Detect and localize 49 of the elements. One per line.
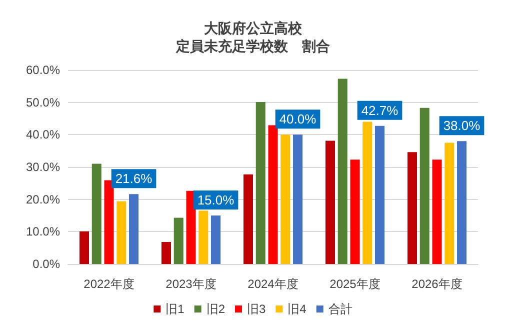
bar — [92, 164, 102, 264]
y-tick-label: 30.0% — [26, 160, 60, 174]
bar — [374, 126, 385, 264]
bar — [420, 108, 430, 264]
y-tick-label: 10.0% — [26, 224, 60, 239]
x-tick-label: 2023年度 — [166, 277, 216, 291]
bar — [186, 190, 196, 264]
bar — [444, 142, 454, 264]
y-tick-label: 50.0% — [26, 95, 60, 110]
bar — [198, 210, 208, 264]
bar — [268, 125, 278, 264]
legend-label: 旧2 — [206, 302, 226, 316]
bar — [325, 140, 336, 264]
bar — [79, 231, 90, 264]
data-label: 15.0% — [197, 192, 235, 208]
bar — [292, 134, 303, 264]
data-label: 21.6% — [115, 171, 153, 186]
y-tick-label: 20.0% — [26, 192, 60, 206]
x-tick-label: 2025年度 — [330, 277, 380, 291]
legend-label: 旧3 — [247, 302, 266, 316]
bar — [243, 174, 254, 264]
legend-label: 旧1 — [166, 302, 185, 316]
x-tick-label: 2026年度 — [412, 277, 462, 291]
bar — [407, 152, 418, 264]
chart-title: 大阪府公立高校 — [204, 20, 303, 36]
legend-label: 旧4 — [288, 302, 307, 316]
y-tick-label: 60.0% — [26, 63, 60, 77]
bar — [280, 134, 290, 264]
bar — [161, 242, 172, 264]
chart-subtitle: 定員未充足学校数 割合 — [175, 38, 330, 54]
x-tick-label: 2024年度 — [248, 277, 298, 291]
bar — [174, 218, 184, 264]
bar — [210, 216, 221, 264]
bar — [256, 102, 266, 264]
bar — [350, 160, 360, 264]
bar — [338, 78, 348, 264]
bar — [432, 160, 442, 264]
legend-label: 合計 — [328, 302, 352, 316]
y-tick-label: 0.0% — [32, 257, 60, 271]
bar — [116, 201, 126, 264]
bar — [128, 194, 139, 264]
bar — [456, 141, 467, 264]
bar — [104, 180, 114, 264]
bar — [362, 122, 372, 264]
x-tick-label: 2022年度 — [84, 277, 134, 291]
data-label: 42.7% — [361, 102, 399, 118]
data-label: 38.0% — [443, 118, 481, 134]
data-label: 40.0% — [279, 112, 317, 127]
y-tick-label: 40.0% — [26, 128, 60, 142]
